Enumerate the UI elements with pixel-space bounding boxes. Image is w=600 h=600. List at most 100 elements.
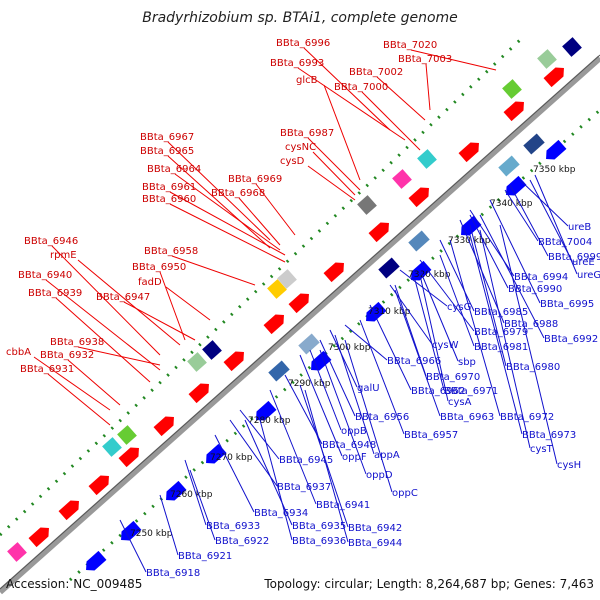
property-block <box>498 155 520 177</box>
forward-gene-label: BBta_6965 <box>140 146 194 157</box>
forward-gene-arrow <box>368 222 389 243</box>
gene-label-leader <box>369 304 412 391</box>
kbp-tick-label: 7260 kbp <box>170 490 213 500</box>
forward-gene-label: BBta_6938 <box>50 337 104 348</box>
gene-label-leader <box>489 199 541 304</box>
gene-label-leader <box>184 459 207 526</box>
gene-label-leader <box>419 269 459 362</box>
reverse-gene-label: galU <box>357 383 380 394</box>
gene-label-leader <box>169 191 286 256</box>
forward-gene-label: BBta_6961 <box>142 182 196 193</box>
kbp-tick-label: 7270 kbp <box>210 453 253 463</box>
reverse-gene-label: cysW <box>432 340 459 351</box>
kbp-tick-label: 7320 kbp <box>408 270 451 280</box>
property-block <box>537 49 557 69</box>
kbp-tick-label: 7290 kbp <box>288 379 331 389</box>
reverse-gene-label: sbp <box>458 357 476 368</box>
forward-gene-label: cysNC <box>285 142 316 153</box>
gene-label-leader <box>359 319 405 435</box>
gene-label-leader <box>419 274 449 402</box>
reverse-gene-arrow <box>86 550 107 571</box>
reverse-gene-label: BBta_6971 <box>444 386 498 397</box>
gene-label-leader <box>307 137 361 191</box>
reverse-gene-label: BBta_6942 <box>348 523 402 534</box>
reverse-gene-label: BBta_6956 <box>355 412 409 423</box>
reverse-gene-arrow <box>461 215 482 236</box>
property-block <box>523 133 545 155</box>
forward-gene-label: BBta_6950 <box>132 262 186 273</box>
forward-gene-label: BBta_6996 <box>276 38 330 49</box>
forward-gene-label: BBta_6987 <box>280 128 334 139</box>
gene-label-leader <box>167 155 271 249</box>
forward-gene-arrow <box>223 351 244 372</box>
reverse-gene-label: BBta_6972 <box>500 412 554 423</box>
forward-gene-arrow <box>88 475 109 496</box>
gene-label-leader <box>439 239 475 312</box>
gene-label-leader <box>319 349 367 475</box>
reverse-gene-label: BBta_6999 <box>548 252 600 263</box>
forward-gene-arrow <box>543 67 564 88</box>
gene-label-leader <box>469 214 509 289</box>
property-block <box>392 169 412 189</box>
gene-label-leader <box>239 409 280 460</box>
gene-label-leader <box>123 301 196 341</box>
forward-gene-label: BBta_6947 <box>96 292 150 303</box>
reverse-gene-label: BBta_6980 <box>506 362 560 373</box>
reverse-gene-label: BBta_6945 <box>279 455 333 466</box>
forward-gene-arrow <box>118 447 139 468</box>
forward-gene-labels: BBta_6996 BBta_7020 BBta_6993 BBta_7003 BBta… <box>6 38 497 426</box>
reverse-gene-label: BBta_6988 <box>504 319 558 330</box>
property-block <box>267 279 287 299</box>
gene-label-leader <box>77 259 181 346</box>
gene-label-leader <box>238 197 281 246</box>
gene-label-leader <box>425 63 431 111</box>
reverse-gene-label: oppB <box>341 426 367 437</box>
reverse-gene-arrow <box>121 520 142 541</box>
gene-label-leader <box>303 47 391 131</box>
forward-gene-arrow <box>408 187 429 208</box>
forward-gene-arrow <box>458 142 479 163</box>
reverse-gene-label: BBta_6941 <box>316 500 370 511</box>
accession-text: Accession: NC_009485 <box>6 577 142 591</box>
summary-text: Topology: circular; Length: 8,264,687 bp… <box>263 577 594 591</box>
forward-gene-label: BBta_7000 <box>334 82 388 93</box>
reverse-gene-label: BBta_7004 <box>538 237 592 248</box>
kbp-tick-label: 7280 kbp <box>248 416 291 426</box>
gene-label-leader <box>439 254 475 347</box>
forward-gene-label: fadD <box>138 277 162 288</box>
reverse-gene-label: oppD <box>366 470 393 481</box>
reverse-gene-label: cysA <box>448 397 472 408</box>
forward-gene-label: BBta_6960 <box>142 194 196 205</box>
kbp-tick-label: 7350 kbp <box>533 165 576 175</box>
gene-label-leader <box>77 346 161 366</box>
gene-label-leader <box>159 271 186 341</box>
gene-label-leader <box>307 165 356 201</box>
forward-gene-label: BBta_6940 <box>18 270 72 281</box>
gene-label-leader <box>394 284 427 377</box>
gene-label-leader <box>410 49 497 71</box>
forward-gene-label: BBta_6968 <box>211 188 265 199</box>
gene-label-leader <box>55 297 151 383</box>
gene-label-leader <box>469 234 523 435</box>
gene-label-leader <box>189 469 216 541</box>
gene-label-leader <box>297 67 406 141</box>
gene-label-leader <box>319 339 356 417</box>
gene-label-leader <box>214 434 255 513</box>
genome-backbone <box>0 55 600 595</box>
property-block <box>7 542 27 562</box>
forward-gene-arrow <box>323 262 344 283</box>
gene-label-leader <box>174 173 281 251</box>
reverse-gene-labels: ureBBBta_7004BBta_6999ureEureGBBta_6994B… <box>119 174 600 579</box>
reverse-gene-label: BBta_6966 <box>387 356 441 367</box>
gene-label-leader <box>169 203 286 263</box>
forward-gene-label: rpmE <box>50 250 77 261</box>
forward-gene-label: cysD <box>280 156 305 167</box>
property-block <box>268 360 290 382</box>
reverse-gene-label: BBta_6918 <box>146 568 200 579</box>
gene-label-leader <box>479 229 531 449</box>
gene-label-leader <box>414 279 445 391</box>
gene-label-leader <box>167 141 271 241</box>
gene-label-leader <box>519 179 569 227</box>
gene-label-leader <box>344 339 393 493</box>
reverse-gene-arrow <box>506 175 527 196</box>
